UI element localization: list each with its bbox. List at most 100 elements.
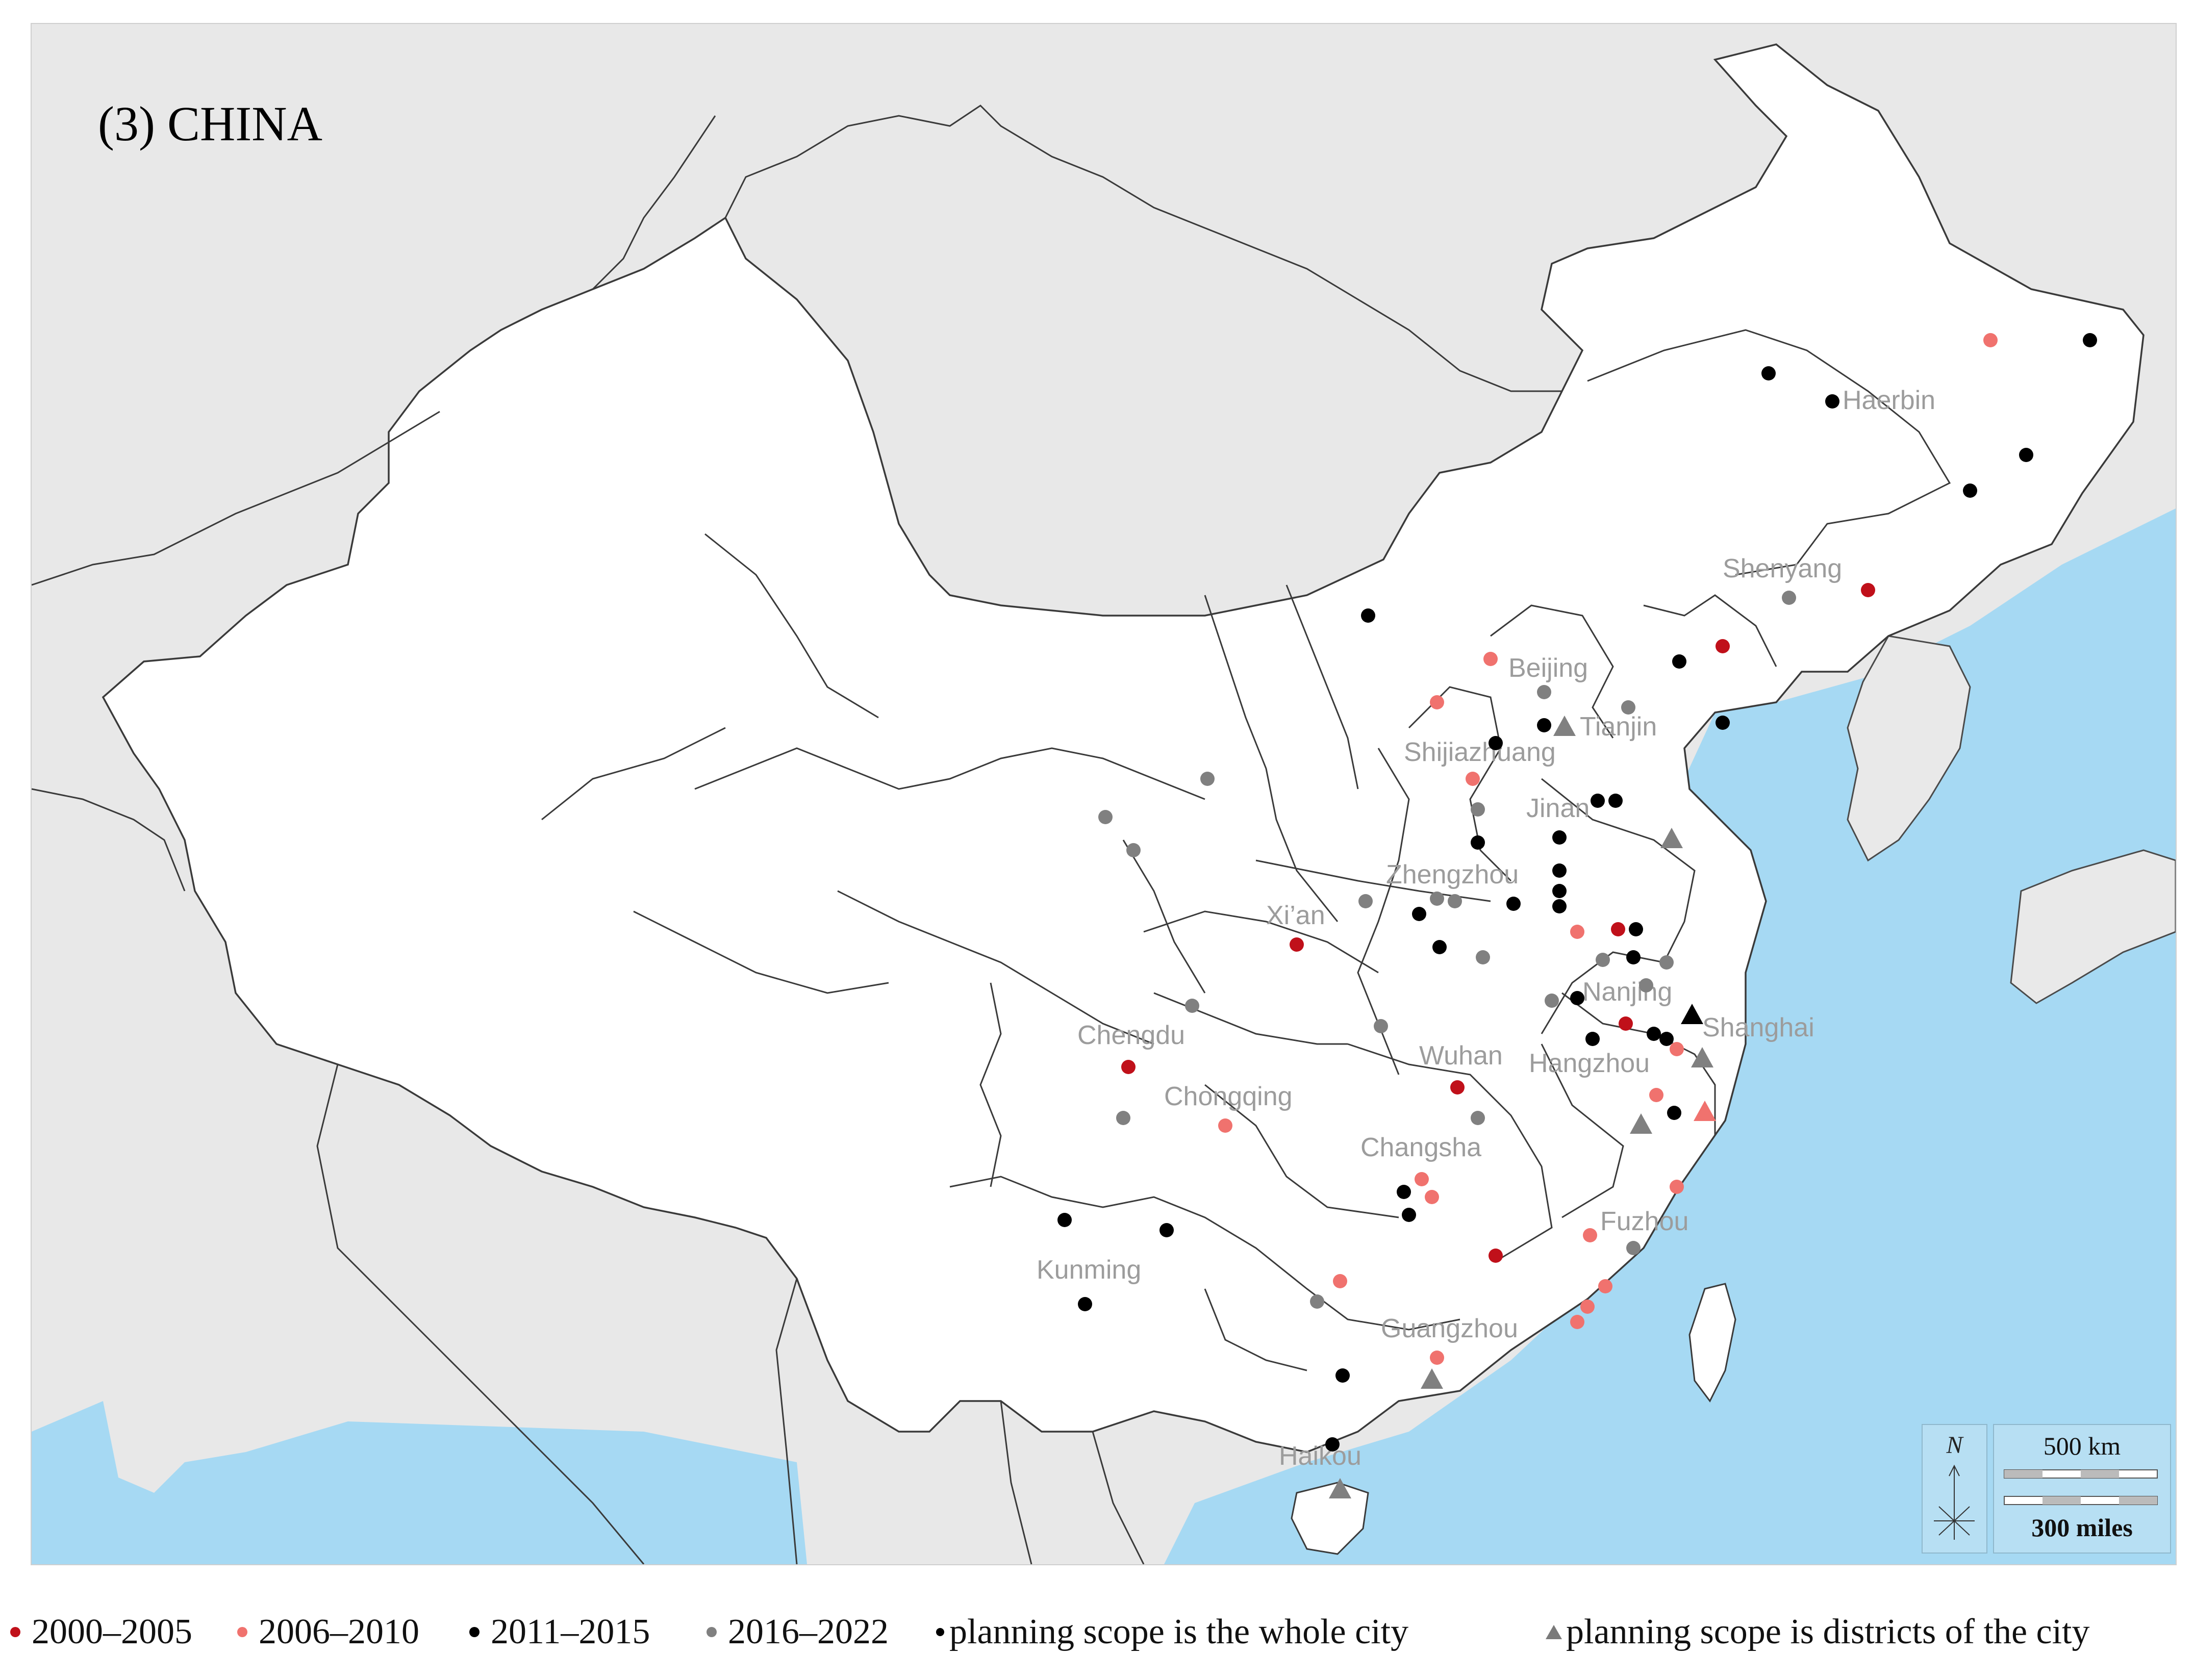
compass-rose-icon [1934, 1464, 1975, 1540]
city-marker-dot [1619, 1016, 1633, 1031]
city-marker-dot [1430, 892, 1444, 906]
city-marker-dot [1116, 1111, 1130, 1125]
city-marker-dot [1483, 652, 1498, 666]
legend-dot-2006-2010 [237, 1627, 247, 1637]
city-marker-dot [1598, 1279, 1612, 1293]
legend-label-districts: planning scope is districts of the city [1566, 1612, 2090, 1651]
city-marker-dot [1639, 978, 1653, 992]
taiwan-island [1688, 1283, 1736, 1403]
city-label-wuhan: Wuhan [1419, 1041, 1503, 1071]
scale-bar: 500 km 300 miles [1993, 1424, 2171, 1554]
city-marker-dot [1412, 907, 1426, 921]
city-label-guangzhou: Guangzhou [1381, 1314, 1518, 1343]
city-label-jinan: Jinan [1526, 794, 1590, 823]
city-marker-dot [1471, 1111, 1485, 1125]
city-marker-dot [1471, 802, 1485, 817]
legend-dot-2011-2015 [469, 1627, 480, 1637]
city-marker-dot [1670, 1180, 1684, 1194]
map-title: (3) CHINA [98, 96, 322, 151]
china-map: Haerbin Shenyang Beijing Tianjin Shijiazhuan… [32, 43, 2176, 1564]
city-marker-dot [1450, 1080, 1465, 1094]
city-marker-dot [1570, 991, 1584, 1005]
scale-km-label: 500 km [2043, 1432, 2121, 1460]
city-marker-dot [1476, 950, 1490, 964]
china-outline [102, 43, 2145, 1453]
city-marker-dot [1218, 1118, 1232, 1133]
city-marker-dot [1078, 1297, 1092, 1311]
city-marker-dot [1552, 884, 1567, 898]
city-marker-triangle [1421, 1368, 1443, 1389]
city-marker-triangle [1329, 1478, 1351, 1498]
city-marker-dot [1552, 830, 1567, 845]
legend-item-2016-2022: 2016–2022 [707, 1612, 889, 1652]
scale-bar-graphic [2004, 1469, 2158, 1505]
city-label-xian: Xi’an [1266, 901, 1325, 930]
city-marker-dot [1098, 810, 1113, 824]
south-west-sea [32, 1401, 807, 1564]
city-marker-dot [1782, 591, 1796, 605]
city-marker-dot [1537, 718, 1551, 732]
legend-item-2011-2015: 2011–2015 [469, 1612, 650, 1652]
city-label-changsha: Changsha [1360, 1133, 1481, 1162]
city-label-haikou: Haikou [1279, 1441, 1361, 1471]
city-marker-dot [1983, 333, 1998, 347]
city-marker-dot [1374, 1019, 1388, 1033]
city-marker-dot [1430, 1351, 1444, 1365]
city-marker-dot [1667, 1106, 1681, 1120]
neighbor-borders [32, 105, 1562, 1564]
city-marker-dot [1489, 736, 1503, 750]
legend-item-2000-2005: 2000–2005 [10, 1612, 192, 1652]
city-marker-dot [1415, 1172, 1429, 1186]
city-marker-dot [2083, 333, 2097, 347]
compass-north-label: N [1946, 1432, 1963, 1459]
city-marker-dot [1335, 1368, 1350, 1383]
city-marker-triangle [1691, 1047, 1713, 1067]
city-marker-dot [1425, 1190, 1439, 1204]
city-label-chongqing: Chongqing [1164, 1082, 1293, 1111]
city-marker-dot [1626, 950, 1641, 964]
city-label-fuzhou: Fuzhou [1600, 1207, 1688, 1236]
city-labels: Haerbin Shenyang Beijing Tianjin Shijiazhuan… [1037, 386, 1935, 1471]
city-marker-dot [1361, 608, 1375, 623]
city-marker-dot [1621, 700, 1635, 715]
legend-label-2006-2010: 2006–2010 [259, 1612, 419, 1651]
city-marker-dot [1185, 999, 1199, 1013]
legend-item-2006-2010: 2006–2010 [237, 1612, 419, 1652]
legend-item-districts: planning scope is districts of the city [1546, 1612, 2089, 1652]
city-marker-dot [1126, 843, 1141, 857]
city-marker-dot [1580, 1300, 1595, 1314]
city-label-chengdu: Chengdu [1077, 1021, 1185, 1050]
city-marker-dot [1506, 897, 1521, 911]
city-marker-dot [1670, 1042, 1684, 1056]
legend-label-2016-2022: 2016–2022 [728, 1612, 889, 1651]
japan-island [2010, 849, 2176, 1004]
survey-markers [1057, 333, 2097, 1498]
korea-land [1847, 635, 1971, 862]
city-marker-dot [1057, 1213, 1072, 1227]
city-marker-dot [1716, 639, 1730, 653]
city-marker-dot [1466, 772, 1480, 786]
city-label-hangzhou: Hangzhou [1529, 1049, 1650, 1078]
city-marker-dot [1596, 953, 1610, 967]
province-lines [541, 329, 1951, 1371]
city-marker-dot [1333, 1274, 1347, 1288]
city-marker-dot [1471, 835, 1485, 850]
legend-triangle-icon [1546, 1625, 1562, 1639]
legend-label-2000-2005: 2000–2005 [32, 1612, 192, 1651]
city-marker-dot [1647, 1027, 1661, 1041]
city-marker-dot [1608, 794, 1623, 808]
city-marker-dot [1659, 955, 1674, 970]
city-label-haerbin: Haerbin [1843, 386, 1935, 415]
city-marker-dot [1200, 772, 1215, 786]
city-marker-dot [1552, 899, 1567, 913]
city-marker-dot [1310, 1294, 1324, 1309]
legend-label-whole-city: planning scope is the whole city [949, 1612, 1409, 1651]
city-marker-dot [1402, 1208, 1416, 1222]
city-marker-triangle [1681, 1004, 1703, 1024]
city-label-beijing: Beijing [1508, 653, 1588, 683]
scale-miles-label: 300 miles [2031, 1513, 2133, 1542]
city-marker-triangle [1660, 828, 1683, 848]
city-marker-dot [1761, 366, 1776, 380]
legend: 2000–2005 2006–2010 2011–2015 2016–2022 … [0, 1601, 2194, 1663]
city-marker-dot [1430, 695, 1444, 709]
